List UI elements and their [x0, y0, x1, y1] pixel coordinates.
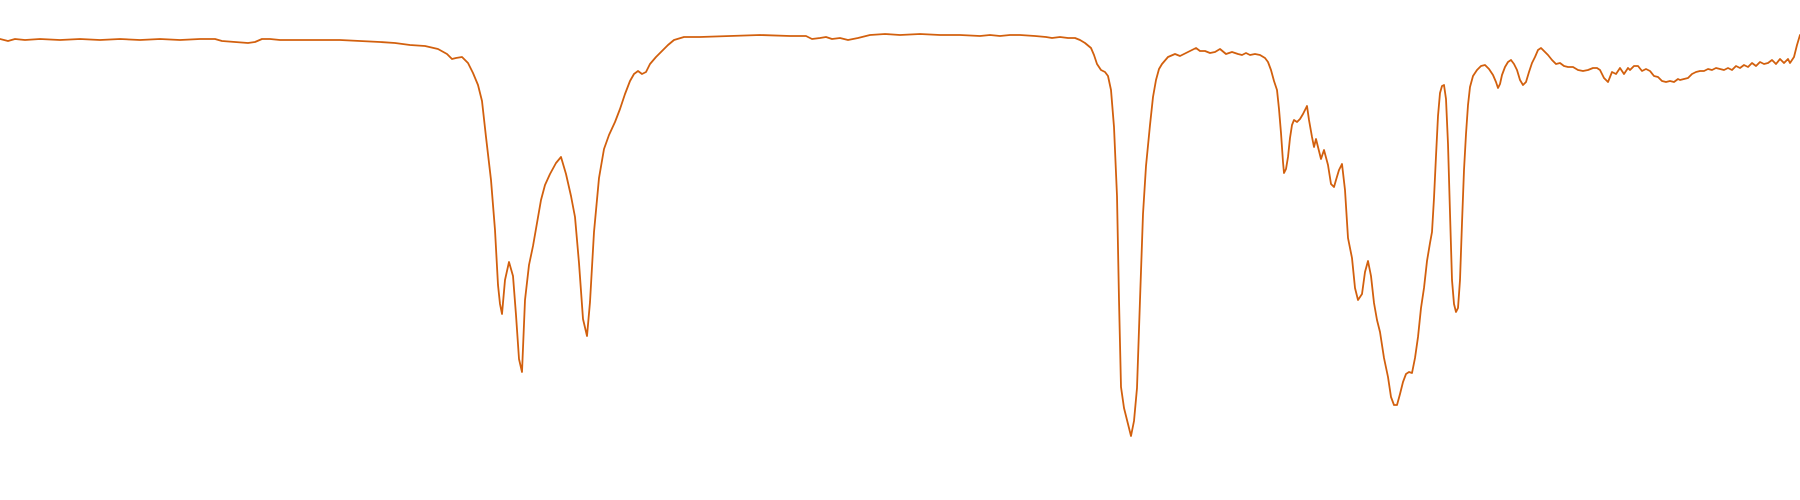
series-layer — [0, 33, 1800, 437]
series-line-1 — [0, 33, 1800, 437]
